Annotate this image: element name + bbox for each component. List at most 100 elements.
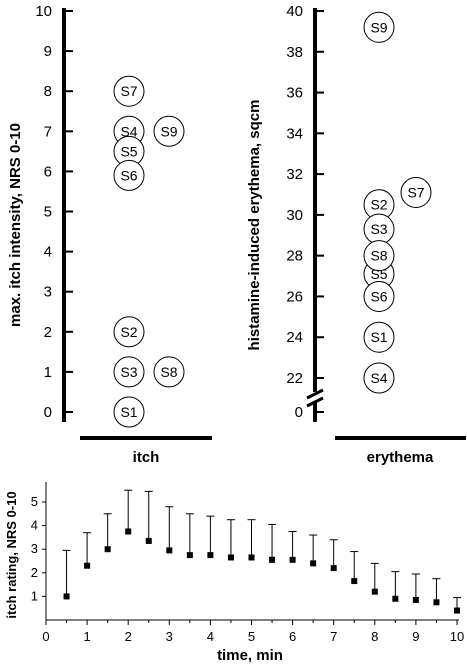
time-mean-marker (392, 595, 399, 602)
itch-point-label: S5 (120, 143, 137, 159)
itch-y-tick-label: 7 (44, 123, 52, 140)
erythema-point-marker (363, 240, 395, 272)
erythema-point-label: S3 (370, 221, 387, 237)
itch-point-label: S9 (160, 123, 177, 139)
itch-point-label: S8 (160, 364, 177, 380)
itch-y-tick-label: 9 (44, 43, 52, 60)
itch-panel: max. itch intensity, NRS 0-10 0 1 2 3 4 5 6 7 8 9… (7, 3, 212, 466)
erythema-point-label: S8 (370, 248, 387, 264)
time-x-tick-label: 4 (207, 629, 214, 644)
itch-point-label: S7 (120, 83, 137, 99)
erythema-y-tick-label: 32 (286, 166, 303, 183)
erythema-axis-break-mark (306, 388, 324, 400)
itch-y-tick-label: 4 (44, 244, 52, 261)
itch-point-label: S2 (120, 324, 137, 340)
erythema-y-axis-title: histamine-induced erythema, sqcm (246, 100, 263, 351)
erythema-y-tick-label: 28 (286, 248, 303, 265)
time-mean-marker (104, 546, 111, 553)
itch-y-tick-label: 5 (44, 204, 52, 221)
time-x-tick-label: 1 (83, 629, 90, 644)
time-y-tick-label: 4 (31, 518, 38, 533)
time-mean-marker (166, 547, 173, 554)
erythema-y-tick-label: 0 (295, 404, 303, 421)
time-x-axis-title: time, min (217, 647, 283, 664)
time-mean-marker (207, 552, 214, 559)
itch-point-marker (113, 396, 145, 428)
erythema-y-tick-label: 38 (286, 44, 303, 61)
time-mean-marker (412, 596, 419, 603)
time-x-tick-label: 3 (166, 629, 173, 644)
erythema-point-marker (363, 321, 395, 353)
time-x-tick-label: 5 (248, 629, 255, 644)
erythema-point-label: S7 (407, 184, 424, 200)
erythema-group-label: erythema (367, 449, 434, 466)
time-mean-marker (351, 578, 358, 585)
time-mean-marker (330, 565, 337, 572)
time-x-tick-label: 7 (330, 629, 337, 644)
erythema-y-tick-label: 22 (286, 370, 303, 387)
itch-group-label: itch (133, 449, 160, 466)
time-axis-ticks: 1 2 3 4 5 0 1 2 3 4 5 6 7 8 9 10 (31, 482, 464, 644)
erythema-panel: histamine-induced erythema, sqcm 0 22 24 26… (246, 3, 466, 466)
itch-point-label: S1 (120, 404, 137, 420)
time-mean-marker (310, 560, 317, 567)
erythema-y-ticks: 0 22 24 26 28 30 32 34 36 38 40 (286, 3, 466, 440)
itch-point-marker (113, 316, 145, 348)
time-mean-marker (371, 588, 378, 595)
erythema-point-label: S4 (370, 370, 387, 386)
erythema-y-tick-label: 34 (286, 125, 303, 142)
time-mean-marker (433, 599, 440, 606)
itch-point-marker (153, 356, 185, 388)
time-y-tick-label: 5 (31, 494, 38, 509)
time-y-tick-label: 2 (31, 565, 38, 580)
itch-point-label: S6 (120, 167, 137, 183)
time-x-tick-label: 6 (289, 629, 296, 644)
time-y-axis-title: itch rating, NRS 0-10 (4, 491, 19, 618)
erythema-y-tick-label: 40 (286, 3, 303, 20)
erythema-point-label: S1 (370, 329, 387, 345)
time-x-tick-label: 0 (42, 629, 49, 644)
time-x-tick-label: 9 (412, 629, 419, 644)
itch-y-tick-label: 6 (44, 163, 52, 180)
erythema-y-tick-label: 36 (286, 85, 303, 102)
time-x-tick-label: 2 (125, 629, 132, 644)
itch-y-tick-label: 2 (44, 324, 52, 341)
itch-point-label: S4 (120, 123, 137, 139)
erythema-point-label: S9 (370, 19, 387, 35)
erythema-point-marker (363, 362, 395, 394)
erythema-point-marker (363, 280, 395, 312)
itch-y-axis-title: max. itch intensity, NRS 0-10 (7, 123, 24, 327)
time-mean-marker (145, 537, 152, 544)
time-mean-marker (248, 554, 255, 561)
erythema-y-tick-label: 30 (286, 207, 303, 224)
itch-y-tick-label: 10 (35, 3, 52, 20)
itch-y-ticks: 0 1 2 3 4 5 6 7 8 9 10 (35, 3, 212, 440)
time-mean-marker (186, 552, 193, 559)
itch-point-marker (153, 115, 185, 147)
time-mean-marker (227, 554, 234, 561)
time-y-tick-label: 1 (31, 588, 38, 603)
erythema-axis-break-mark (306, 396, 324, 408)
erythema-point-label: S6 (370, 288, 387, 304)
time-x-tick-label: 10 (450, 629, 464, 644)
itch-point-marker (113, 356, 145, 388)
itch-y-tick-label: 3 (44, 284, 52, 301)
itch-point-label: S3 (120, 364, 137, 380)
time-mean-marker (269, 556, 276, 563)
time-mean-marker (84, 562, 91, 569)
time-mean-marker (289, 556, 296, 563)
erythema-point-marker (400, 176, 432, 208)
erythema-y-tick-label: 26 (286, 288, 303, 305)
erythema-point-label: S2 (370, 197, 387, 213)
erythema-y-tick-label: 24 (286, 329, 303, 346)
itch-point-marker (113, 75, 145, 107)
itch-y-tick-label: 8 (44, 83, 52, 100)
time-mean-marker (63, 593, 70, 600)
time-x-tick-label: 8 (371, 629, 378, 644)
itch-y-tick-label: 0 (44, 404, 52, 421)
time-mean-marker (125, 528, 132, 535)
